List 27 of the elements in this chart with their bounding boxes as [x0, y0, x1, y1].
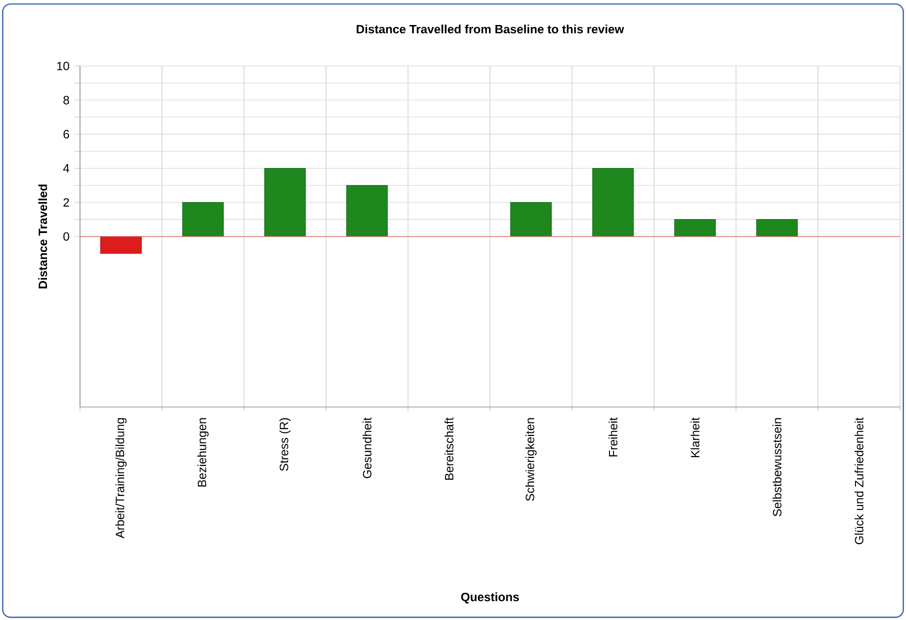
x-tick-label: Gesundheit [362, 417, 372, 478]
x-tick-label: Freiheit [608, 417, 618, 456]
x-tick-label: Glück und Zufriedenheit [854, 418, 864, 544]
bar [264, 168, 306, 237]
x-tick-label: Beziehungen [197, 418, 209, 486]
bar [592, 168, 634, 237]
y-tick-label: 4 [63, 164, 70, 172]
y-tick-label: 0 [63, 232, 70, 241]
y-axis-title: Distance Travelled [38, 184, 48, 288]
x-tick-label: Selbstbewusstsein [772, 418, 782, 516]
bar [674, 219, 716, 237]
y-tick-label: 2 [64, 198, 69, 207]
x-tick-label: Stress (R) [279, 418, 291, 471]
bar [346, 185, 388, 237]
x-axis-title: Questions [461, 592, 519, 604]
x-tick-label: Schwierigkeiten [525, 418, 537, 501]
y-tick-label: 10 [57, 62, 70, 70]
bar [510, 202, 552, 237]
y-tick-label: 6 [64, 130, 70, 138]
chart-title: Distance Travelled from Baseline to this review [356, 24, 624, 34]
bar [756, 219, 798, 237]
y-tick-label: 8 [63, 96, 70, 104]
x-tick-label: Bereitschaft [444, 417, 454, 480]
x-tick-label: Arbeit/Training/Bildung [115, 418, 127, 538]
bar [182, 202, 224, 237]
bar [100, 236, 142, 254]
x-tick-label: Klarheit [690, 417, 700, 458]
